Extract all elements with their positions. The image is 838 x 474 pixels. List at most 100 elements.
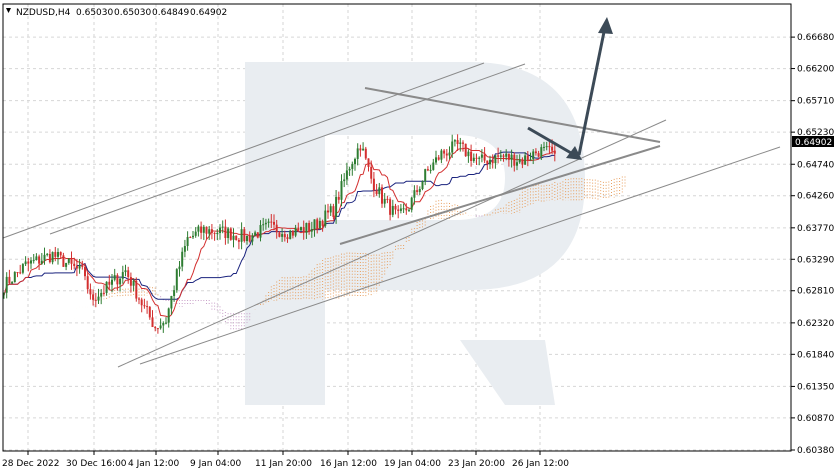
symbol-label: NZDUSD,H4 (16, 8, 71, 18)
candle-bear (229, 228, 232, 240)
candle-bear (154, 327, 157, 329)
triangle-support-line (339, 145, 661, 245)
candle-bull (5, 276, 8, 293)
candle-bear (224, 226, 227, 239)
candle-bull (13, 272, 16, 283)
logo-letter-r-leg (460, 340, 555, 405)
candle-bear (62, 255, 65, 267)
y-tick-label: 0.63290 (797, 255, 834, 265)
open-value: 0.65030 (76, 8, 113, 18)
candle-bull (432, 162, 435, 170)
candle-bull (3, 292, 5, 294)
candle-bull (197, 226, 200, 232)
candle-bear (445, 153, 448, 156)
candle-bull (113, 275, 116, 280)
y-tick-label: 0.64740 (797, 160, 834, 170)
ichimoku-cloud (98, 176, 626, 332)
candle-bear (151, 317, 154, 328)
candle-bull (435, 157, 437, 163)
candle-bear (189, 237, 192, 239)
candle-bear (102, 292, 105, 294)
candle-bull (178, 266, 181, 270)
x-axis: 28 Dec 2022 30 Dec 16:00 4 Jan 12:00 9 Jan … (2, 451, 569, 469)
x-tick-label: 11 Jan 20:00 (255, 459, 312, 469)
candle-bear (486, 160, 489, 165)
x-tick-label: 26 Jan 12:00 (512, 459, 569, 469)
candle-bear (127, 270, 130, 277)
candle-bear (537, 153, 540, 157)
y-axis: 0.66680 0.66200 0.65710 0.65230 0.64740 0.642… (791, 33, 834, 456)
candle-bull (305, 222, 308, 233)
triangle-resistance-line (364, 87, 661, 143)
candle-bull (254, 232, 257, 236)
candle-bear (108, 281, 111, 285)
candle-bear (273, 221, 275, 225)
candle-bull (345, 170, 348, 180)
candle-bull (175, 269, 178, 291)
candle-bear (534, 151, 537, 154)
arrowhead-down-icon (566, 146, 582, 160)
candle-bear (375, 190, 378, 195)
candle-bull (30, 260, 32, 264)
candle-bull (478, 157, 481, 159)
candle-bear (321, 220, 324, 226)
candle-bull (324, 210, 327, 226)
candles (3, 134, 556, 334)
candle-bear (483, 154, 486, 161)
candle-bear (27, 261, 30, 264)
candle-bull (65, 262, 68, 267)
candle-bear (59, 251, 62, 256)
candle-bear (297, 227, 300, 231)
candle-bull (240, 229, 243, 242)
candle-bear (394, 205, 397, 210)
y-tick-label: 0.64260 (797, 192, 834, 202)
candle-bull (505, 153, 508, 157)
candle-bull (289, 230, 292, 239)
candle-bull (413, 190, 416, 198)
candle-bull (529, 159, 532, 161)
candle-bull (264, 222, 267, 225)
candle-bull (499, 155, 502, 157)
candle-bull (356, 148, 359, 159)
candle-bull (410, 197, 413, 210)
candle-bear (526, 155, 529, 161)
candle-bull (294, 227, 297, 236)
candle-bear (386, 198, 389, 200)
candle-bull (132, 280, 135, 286)
candle-bull (472, 157, 475, 161)
candle-bull (78, 265, 81, 269)
candle-bull (194, 231, 197, 236)
candle-bull (310, 228, 313, 232)
candle-bear (367, 158, 370, 167)
candle-bull (97, 296, 100, 301)
candle-bull (181, 251, 184, 267)
candle-bull (408, 209, 410, 211)
candle-bear (237, 240, 240, 242)
candle-bear (84, 266, 86, 277)
triangle-down-icon[interactable] (6, 8, 11, 13)
candle-bull (489, 159, 491, 165)
candle-bear (291, 230, 294, 236)
candle-bear (48, 253, 51, 263)
candle-bull (183, 246, 186, 252)
candle-bear (283, 234, 286, 238)
candle-bull (378, 187, 381, 195)
trendlines (2, 62, 781, 368)
candle-bull (43, 254, 46, 261)
candle-bull (480, 154, 483, 158)
candle-bull (540, 147, 543, 157)
x-tick-label: 4 Jan 12:00 (128, 459, 180, 469)
candle-bull (51, 252, 54, 263)
candle-bull (524, 155, 527, 165)
x-tick-label: 28 Dec 2022 (2, 459, 60, 469)
candle-bear (464, 143, 467, 157)
candle-bull (165, 322, 167, 324)
low-value: 0.64849 (152, 8, 189, 18)
candle-bear (286, 237, 289, 239)
candle-bull (424, 169, 427, 182)
candle-bear (337, 196, 340, 200)
candle-bull (451, 141, 454, 153)
candle-bull (246, 235, 248, 242)
candle-bull (262, 224, 265, 226)
